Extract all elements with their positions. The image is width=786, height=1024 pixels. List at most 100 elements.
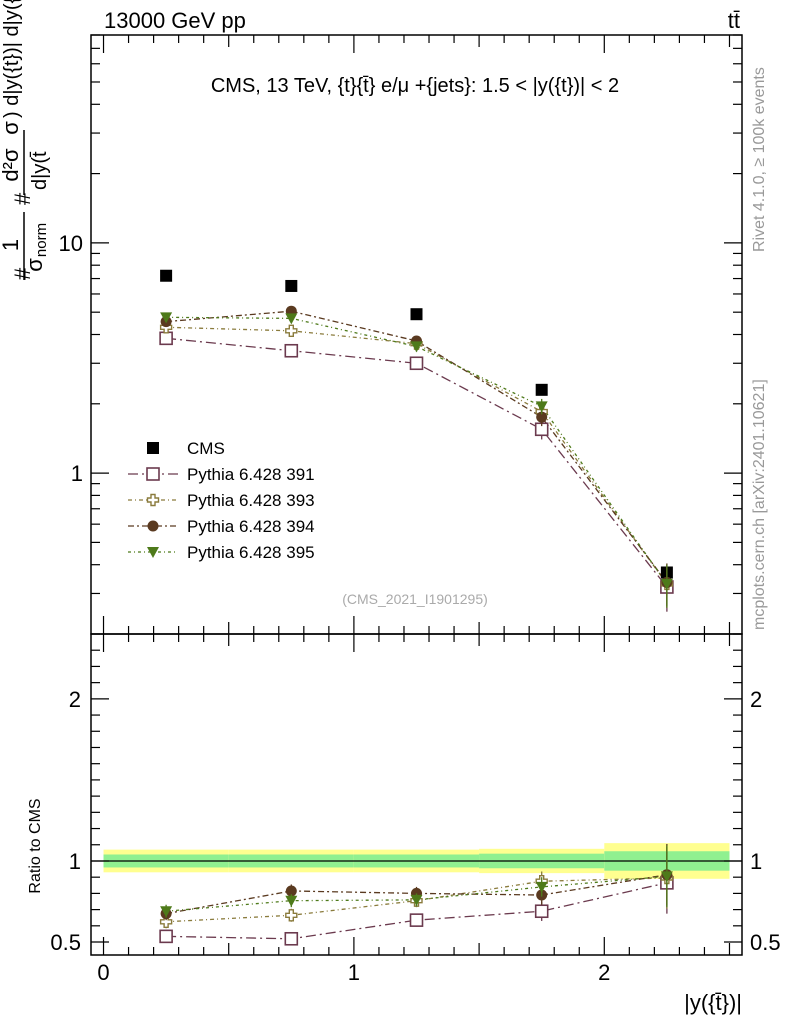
legend-marker-p395-shape — [147, 547, 159, 558]
main-point-p394-3-shape — [536, 411, 548, 423]
ratio-point-p393-0-shape — [159, 915, 173, 928]
y-label-denominator: d|y(t̄ — [29, 151, 51, 190]
main-point-p395-0-shape — [160, 312, 173, 324]
y-label-numerator: d²σ — [0, 148, 23, 182]
main-point-p391-1 — [284, 343, 299, 358]
legend-label-p395: Pythia 6.428 395 — [187, 543, 315, 562]
main-point-p393-1 — [285, 324, 298, 338]
legend-marker-p391 — [146, 467, 160, 481]
main-point-p395-2 — [410, 341, 423, 353]
main-point-p395-2-shape — [410, 341, 423, 353]
main-point-p391-0-shape — [159, 331, 173, 346]
ratio-point-p395-1-shape — [285, 895, 298, 907]
ratio-point-p391-2-shape — [409, 913, 424, 927]
ratio-point-p395-0-shape — [160, 906, 173, 918]
ratio-point-p395-2-shape — [410, 894, 423, 906]
ratio-point-p395-0 — [160, 906, 173, 918]
y-label-numerator-tail: ) d|y({t})| d|y({t})|} — [1, 0, 23, 118]
y-label-norm: norm — [33, 223, 50, 257]
legend-marker-cms-shape — [147, 442, 159, 454]
xtick-label-0: 0 — [97, 960, 109, 985]
y-label-hash2: # — [10, 192, 35, 205]
y-label-hash1: # — [10, 267, 35, 280]
ratio-point-p393-0 — [159, 915, 173, 928]
main-ticks: 1 10 — [59, 34, 742, 635]
main-point-cms-1-shape — [285, 279, 298, 292]
main-point-p395-3-shape — [535, 401, 548, 413]
main-point-cms-2-shape — [410, 308, 423, 321]
ratio-ytick-label-right-0: 0.5 — [750, 930, 781, 955]
legend-marker-p391-shape — [146, 467, 160, 481]
main-point-p395-4 — [660, 578, 673, 590]
legend-marker-cms — [147, 442, 159, 454]
main-point-cms-1 — [285, 279, 298, 292]
main-point-p395-1-shape — [285, 313, 298, 325]
main-point-p391-2 — [409, 356, 424, 371]
main-point-p391-0 — [159, 331, 173, 346]
y-label-sigma: σ — [22, 258, 47, 272]
process-label: tt̄ — [728, 8, 740, 33]
ratio-point-p395-3 — [535, 881, 548, 893]
legend-label-cms: CMS — [187, 439, 225, 458]
legend-marker-p395 — [147, 547, 159, 558]
ratio-ytick-label-right-1: 1 — [750, 849, 762, 874]
main-point-p393-1-shape — [285, 324, 298, 338]
main-line-p391 — [166, 337, 668, 588]
main-ytick-label-1: 10 — [59, 231, 83, 256]
ratio-ticks: 0.5 0.5 1 1 2 2 0 1 2 — [50, 634, 781, 985]
main-panel: 1 10 CMS, 13 TeV, {t}{t̄} e/μ +{jets}: 1.… — [59, 34, 743, 635]
main-point-cms-0-shape — [160, 269, 173, 282]
analysis-id: (CMS_2021_I1901295) — [342, 591, 488, 607]
ratio-point-p391-1-shape — [284, 931, 299, 946]
legend-marker-p393 — [146, 493, 160, 507]
main-point-p395-0 — [160, 312, 173, 324]
ratio-line-p391 — [166, 882, 668, 940]
main-point-cms-2 — [410, 308, 423, 321]
main-point-cms-3 — [535, 383, 548, 396]
ratio-point-p395-4-shape — [660, 871, 673, 883]
main-point-cms-3-shape — [535, 383, 548, 396]
ratio-point-p395-3-shape — [535, 881, 548, 893]
legend-marker-p394 — [147, 520, 159, 532]
ratio-point-p391-0 — [159, 929, 173, 944]
main-y-axis-label: # 1 σ norm # d²σ σ ) d|y({t})| d|y({t})|… — [0, 0, 51, 280]
legend: CMS Pythia 6.428 391 Pythia 6.428 393 Pythi… — [128, 439, 315, 562]
ratio-point-p391-1 — [284, 931, 299, 946]
ratio-point-p391-3-shape — [534, 904, 549, 919]
main-point-p395-3 — [535, 401, 548, 413]
main-point-p395-4-shape — [660, 578, 673, 590]
main-point-p391-1-shape — [284, 343, 299, 358]
x-axis-label: |y({t̄})| — [684, 990, 742, 1015]
main-line-p393 — [166, 326, 668, 585]
ratio-point-p393-1 — [285, 909, 298, 922]
main-points — [159, 269, 674, 612]
energy-label: 13000 GeV pp — [104, 8, 246, 33]
main-point-cms-0 — [160, 269, 173, 282]
ratio-panel: 0.5 0.5 1 1 2 2 0 1 2 — [50, 633, 781, 985]
legend-label-p393: Pythia 6.428 393 — [187, 491, 315, 510]
ratio-ytick-label-left-0: 0.5 — [50, 930, 81, 955]
legend-marker-p393-shape — [146, 493, 160, 507]
ratio-ytick-label-right-2: 2 — [750, 687, 762, 712]
main-point-p394-3 — [536, 411, 548, 423]
legend-label-p394: Pythia 6.428 394 — [187, 517, 315, 536]
y-label-sigma-close: σ — [0, 121, 23, 135]
ratio-ytick-label-left-2: 2 — [69, 687, 81, 712]
ratio-frame — [90, 633, 743, 956]
main-point-p391-2-shape — [409, 356, 424, 371]
ratio-point-p391-3 — [534, 904, 549, 919]
xtick-label-2: 2 — [598, 960, 610, 985]
rivet-label: Rivet 4.1.0, ≥ 100k events — [751, 67, 768, 252]
ratio-point-p395-2 — [410, 894, 423, 906]
ratio-y-axis-label: Ratio to CMS — [27, 798, 44, 893]
legend-label-p391: Pythia 6.428 391 — [187, 465, 315, 484]
ratio-point-p394-1-shape — [285, 885, 297, 897]
ratio-line-p393 — [166, 877, 667, 923]
ratio-point-p391-2 — [409, 913, 424, 927]
xtick-label-1: 1 — [348, 960, 360, 985]
ratio-point-p394-1 — [285, 885, 297, 897]
chart-title: CMS, 13 TeV, {t}{t̄} e/μ +{jets}: 1.5 < … — [211, 75, 619, 97]
main-ytick-label-0: 1 — [71, 461, 83, 486]
ratio-ytick-label-left-1: 1 — [69, 849, 81, 874]
